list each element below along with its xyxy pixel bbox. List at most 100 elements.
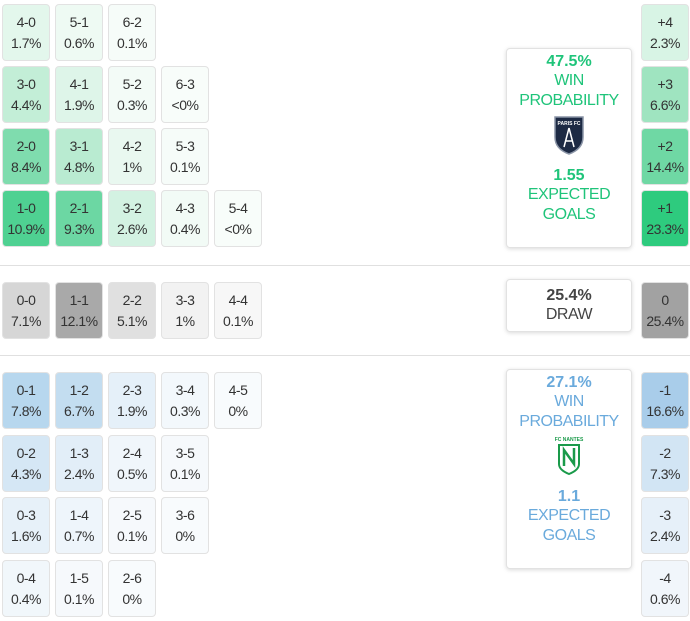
score: 2-3 <box>122 381 142 398</box>
score: 3-4 <box>175 381 195 398</box>
probability: 6.6% <box>650 96 680 113</box>
score: 3-0 <box>16 75 36 92</box>
score: 2-1 <box>69 199 89 216</box>
probability: 9.3% <box>64 220 94 237</box>
probability: 0.1% <box>170 465 200 482</box>
probability: 7.8% <box>11 402 41 419</box>
score: 1-4 <box>69 506 89 523</box>
score-cell: 3-6 0% <box>161 497 209 554</box>
score: 0-2 <box>16 444 36 461</box>
score: 5-1 <box>69 13 89 30</box>
goal-difference: -1 <box>659 381 671 398</box>
score-cell: 1-3 2.4% <box>55 435 103 492</box>
score-cell: 3-5 0.1% <box>161 435 209 492</box>
draw-label: DRAW <box>545 305 593 323</box>
away-summary: 27.1% WIN PROBABILITY FC NANTES 1.1 EXPE… <box>506 369 632 569</box>
score: 0-3 <box>16 506 36 523</box>
goal-difference: +4 <box>657 13 673 30</box>
score: 3-5 <box>175 444 195 461</box>
score-cell: 4-5 0% <box>214 372 262 429</box>
expected-goals: 1.55 <box>553 167 585 184</box>
probability: 1.9% <box>64 96 94 113</box>
probability: 0% <box>228 402 248 419</box>
probability: 0.6% <box>650 590 680 607</box>
probability: 0.5% <box>117 465 147 482</box>
probability: 0.6% <box>64 34 94 51</box>
score-cell: 0-2 4.3% <box>2 435 50 492</box>
probability: 1% <box>122 158 142 175</box>
score: 4-4 <box>228 291 248 308</box>
score-cell: 5-3 0.1% <box>161 128 209 185</box>
score-cell: 4-2 1% <box>108 128 156 185</box>
probability: 10.9% <box>7 220 45 237</box>
margin-cell: +4 2.3% <box>641 4 689 61</box>
goal-difference: +3 <box>657 75 673 92</box>
probability: 16.6% <box>646 402 684 419</box>
probability: 12.1% <box>60 312 98 329</box>
probability: 0.7% <box>64 527 94 544</box>
score: 4-2 <box>122 137 142 154</box>
probability: <0% <box>171 96 199 113</box>
score: 6-2 <box>122 13 142 30</box>
score: 5-2 <box>122 75 142 92</box>
probability: 2.6% <box>117 220 147 237</box>
logo-text: FC NANTES <box>555 437 584 443</box>
probability: 0.1% <box>117 34 147 51</box>
probability: 0% <box>175 527 195 544</box>
score-cell: 5-2 0.3% <box>108 66 156 123</box>
score-cell: 0-4 0.4% <box>2 560 50 617</box>
probability: 4.4% <box>11 96 41 113</box>
draw-summary: 25.4% DRAW <box>506 279 632 332</box>
score-cell: 4-3 0.4% <box>161 190 209 247</box>
divider <box>0 355 690 356</box>
margin-cell: 0 25.4% <box>641 282 689 339</box>
score: 6-3 <box>175 75 195 92</box>
score-cell: 2-1 9.3% <box>55 190 103 247</box>
score-cell: 2-2 5.1% <box>108 282 156 339</box>
score: 2-2 <box>122 291 142 308</box>
score: 0-1 <box>16 381 36 398</box>
win-label: WIN PROBABILITY <box>519 393 619 430</box>
score: 1-3 <box>69 444 89 461</box>
draw-pct: 25.4% <box>546 286 592 304</box>
home-summary: 47.5% WIN PROBABILITY PARIS FC 1.55 EXPE… <box>506 48 632 248</box>
probability: 1.6% <box>11 527 41 544</box>
goal-difference: 0 <box>661 291 669 308</box>
score-cell: 6-3 <0% <box>161 66 209 123</box>
xg-label: EXPECTED GOALS <box>527 186 611 223</box>
score: 1-0 <box>16 199 36 216</box>
probability: 0.1% <box>117 527 147 544</box>
score-cell: 1-2 6.7% <box>55 372 103 429</box>
score: 1-2 <box>69 381 89 398</box>
score-cell: 2-3 1.9% <box>108 372 156 429</box>
margin-cell: -3 2.4% <box>641 497 689 554</box>
probability: <0% <box>224 220 252 237</box>
score-cell: 2-5 0.1% <box>108 497 156 554</box>
probability: 0% <box>122 590 142 607</box>
margin-cell: +2 14.4% <box>641 128 689 185</box>
score-cell: 3-3 1% <box>161 282 209 339</box>
score-cell: 1-5 0.1% <box>55 560 103 617</box>
score-cell: 3-4 0.3% <box>161 372 209 429</box>
score-cell: 2-4 0.5% <box>108 435 156 492</box>
goal-difference: -3 <box>659 506 671 523</box>
probability: 2.3% <box>650 34 680 51</box>
win-label: WIN PROBABILITY <box>519 72 619 109</box>
margin-cell: -2 7.3% <box>641 435 689 492</box>
score: 1-5 <box>69 569 89 586</box>
probability: 2.4% <box>64 465 94 482</box>
score: 2-6 <box>122 569 142 586</box>
goal-difference: +1 <box>657 199 673 216</box>
probability: 0.4% <box>170 220 200 237</box>
probability: 1.7% <box>11 34 41 51</box>
score-cell: 2-0 8.4% <box>2 128 50 185</box>
score: 1-1 <box>69 291 89 308</box>
score-cell: 3-2 2.6% <box>108 190 156 247</box>
probability: 4.3% <box>11 465 41 482</box>
probability: 0.3% <box>117 96 147 113</box>
score: 5-4 <box>228 199 248 216</box>
win-pct: 27.1% <box>546 374 592 391</box>
score: 3-1 <box>69 137 89 154</box>
probability: 2.4% <box>650 527 680 544</box>
probability: 0.4% <box>11 590 41 607</box>
